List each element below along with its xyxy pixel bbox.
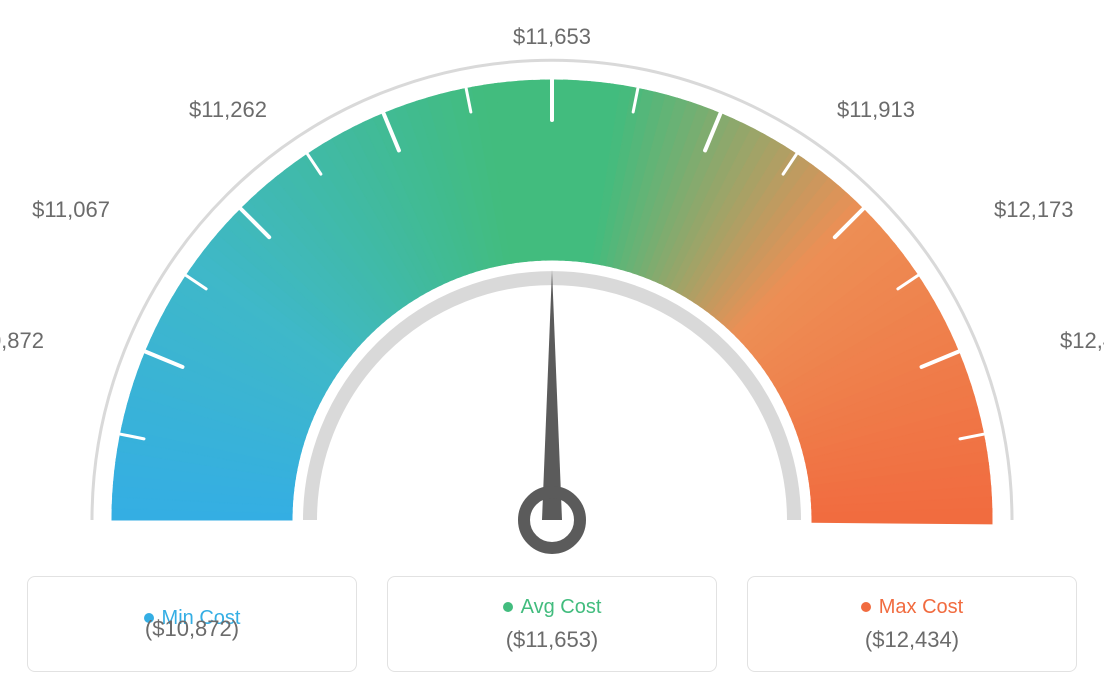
legend-title-max: Max Cost [861, 596, 963, 619]
gauge-svg [0, 20, 1104, 580]
legend-value-avg-text: ($11,653) [506, 627, 599, 653]
gauge-tick-label: $11,067 [32, 197, 110, 223]
legend-card-avg: Avg Cost ($11,653) [387, 576, 717, 672]
gauge-tick-label: $12,173 [994, 197, 1074, 223]
legend-row: Min Cost ($10,872) Avg Cost ($11,653) Ma… [0, 576, 1104, 672]
legend-label-avg: Avg Cost [521, 596, 602, 619]
gauge-needle [524, 270, 580, 548]
gauge-tick-label: $10,872 [0, 328, 44, 354]
cost-gauge-chart: { "gauge": { "type": "gauge", "min_value… [0, 0, 1104, 690]
legend-dot-max [861, 602, 871, 612]
legend-value-max-text: ($12,434) [865, 627, 959, 653]
gauge-tick-label: $12,434 [1060, 328, 1104, 354]
gauge-tick-label: $11,913 [837, 97, 915, 123]
gauge-tick-label: $11,262 [189, 97, 267, 123]
legend-title-avg: Avg Cost [503, 596, 602, 619]
gauge-tick-label: $11,653 [513, 24, 591, 50]
legend-card-max: Max Cost ($12,434) [747, 576, 1077, 672]
legend-value-min-text: ($10,872) [145, 616, 239, 642]
legend-dot-avg [503, 602, 513, 612]
legend-card-min: Min Cost ($10,872) [27, 576, 357, 672]
gauge-area: $10,872 $11,067 $11,262 $11,653 $11,913 $12,1… [0, 0, 1104, 560]
legend-label-max: Max Cost [879, 596, 963, 619]
